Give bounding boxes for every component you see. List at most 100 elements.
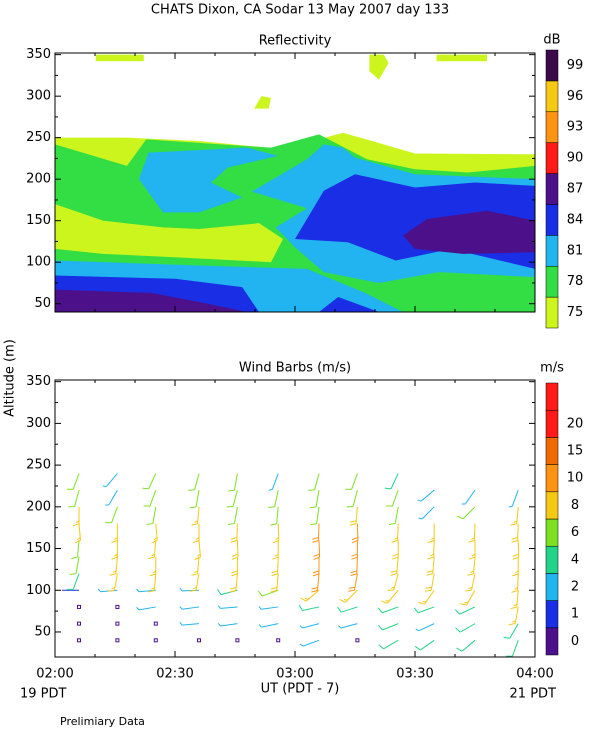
wind-barb xyxy=(66,573,80,591)
colorbar-label: 78 xyxy=(567,274,584,289)
barb-shaft xyxy=(464,489,476,505)
barb-feather xyxy=(153,537,158,541)
barb-feather xyxy=(151,539,158,544)
barb-feather xyxy=(146,523,153,525)
colorbar-swatch xyxy=(545,142,559,174)
barb-feather xyxy=(454,609,460,615)
wind-barb xyxy=(384,473,399,490)
barb-feather xyxy=(392,556,399,560)
wind-barb xyxy=(339,589,358,603)
barb-feather xyxy=(191,573,198,576)
wind-barb xyxy=(460,590,476,606)
barb-shaft xyxy=(462,506,476,520)
barb-feather xyxy=(468,586,473,590)
wind-barb xyxy=(414,639,435,651)
wind-barb xyxy=(258,623,279,628)
barb-shaft xyxy=(390,473,399,490)
wind-barb xyxy=(390,556,399,576)
wind-barb xyxy=(413,606,435,614)
barb-feather xyxy=(152,570,157,574)
barb-feather xyxy=(418,517,423,520)
barb-feather xyxy=(194,556,201,561)
wind-barb xyxy=(194,540,201,561)
colorbar-label: 99 xyxy=(567,58,584,73)
barb-feather xyxy=(343,598,348,601)
wind-barb xyxy=(300,589,320,602)
barb-feather xyxy=(456,647,463,652)
wind-barb xyxy=(355,638,360,643)
barb-shaft xyxy=(461,639,476,652)
barb-shaft xyxy=(111,506,118,523)
barb-shaft xyxy=(195,490,200,507)
barb-shaft xyxy=(152,506,157,524)
barb-feather xyxy=(111,540,118,543)
wind-barb xyxy=(228,506,238,525)
barb-feather xyxy=(511,537,518,540)
barb-feather xyxy=(427,556,434,560)
barb-feather xyxy=(270,590,277,593)
barb-feather xyxy=(230,537,238,540)
wind-barb xyxy=(179,606,200,610)
barb-shaft xyxy=(77,540,80,558)
wind-barb xyxy=(102,473,118,487)
barb-shaft xyxy=(314,473,320,490)
wind-barb xyxy=(418,506,435,520)
barb-feather xyxy=(72,523,80,527)
calm-marker xyxy=(77,604,81,609)
barb-feather xyxy=(512,620,516,623)
wind-barb xyxy=(217,605,238,609)
wind-barb xyxy=(506,640,519,657)
wind-barb xyxy=(68,490,80,508)
wind-barb xyxy=(377,623,399,631)
wind-barb xyxy=(387,573,399,591)
barb-feather xyxy=(391,586,395,589)
barb-feather xyxy=(312,537,319,540)
barb-feather xyxy=(142,487,149,490)
colorbar-label: 6 xyxy=(571,525,579,540)
wind-barb xyxy=(337,623,358,629)
barb-feather xyxy=(231,570,238,574)
wind-barb xyxy=(179,587,200,592)
barb-feather xyxy=(71,556,78,560)
barb-feather xyxy=(510,523,517,526)
barb-feather xyxy=(114,553,118,557)
barb-shaft xyxy=(459,606,476,615)
y-tick-label: 100 xyxy=(26,583,51,598)
barb-feather xyxy=(426,573,433,576)
x-tick-label: 03:30 xyxy=(396,667,433,682)
colorbar-label: 2 xyxy=(571,580,579,595)
barb-feather xyxy=(513,520,518,523)
barb-feather xyxy=(471,537,475,540)
colorbar-swatch xyxy=(545,265,559,298)
barb-shaft xyxy=(233,473,238,491)
barb-shaft xyxy=(302,639,320,647)
wind-barb xyxy=(276,638,281,643)
page-title: CHATS Dixon, CA Sodar 13 May 2007 day 13… xyxy=(151,3,449,18)
barb-feather xyxy=(511,590,518,593)
wind-barb xyxy=(153,638,158,643)
panel-title: Reflectivity xyxy=(259,34,332,49)
barb-feather xyxy=(148,556,155,560)
colorbar-label: 75 xyxy=(567,305,584,320)
barb-shaft xyxy=(261,606,279,610)
x-note: 21 PDT xyxy=(510,687,557,702)
barb-feather xyxy=(148,590,155,593)
barb-feather xyxy=(69,573,77,576)
barb-shaft xyxy=(194,473,200,490)
barb-shaft xyxy=(352,490,358,507)
panel-title: Wind Barbs (m/s) xyxy=(239,361,351,376)
wind-barb xyxy=(381,589,399,604)
wind-barb xyxy=(74,523,81,544)
wind-barb xyxy=(268,490,279,508)
barb-feather xyxy=(268,506,275,508)
calm-marker xyxy=(197,638,201,643)
colorbar-swatch xyxy=(545,409,559,438)
barb-feather xyxy=(417,499,422,502)
barb-feather xyxy=(77,537,81,541)
barb-shaft xyxy=(261,623,279,628)
barb-feather xyxy=(351,537,359,541)
wind-barb xyxy=(77,638,81,643)
wind-barb xyxy=(105,489,118,506)
barb-feather xyxy=(351,540,359,544)
wind-barb xyxy=(230,523,238,543)
